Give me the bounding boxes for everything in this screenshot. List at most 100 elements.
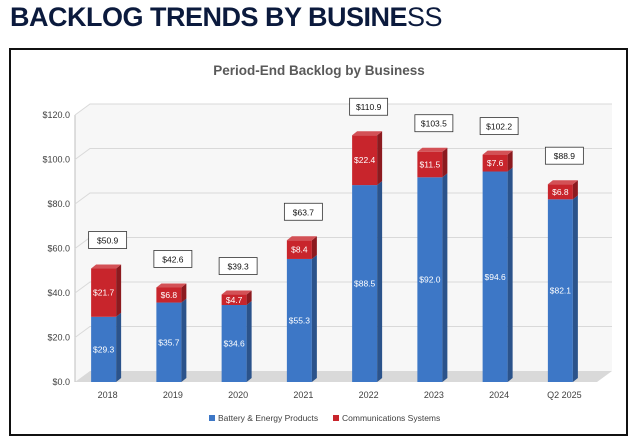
gridline bbox=[74, 103, 612, 116]
bar-segment-side bbox=[181, 298, 187, 382]
y-tick-label: $100.0 bbox=[42, 155, 70, 165]
bar-value-label: $11.5 bbox=[420, 160, 441, 170]
bar-group: $94.6 $7.6 $102.2 2024 bbox=[479, 117, 519, 400]
total-label: $88.9 bbox=[554, 151, 576, 161]
bar-group: $82.1 $6.8 $88.9 Q2 2025 bbox=[544, 146, 584, 400]
x-tick-label: Q2 2025 bbox=[547, 390, 582, 400]
bar-group: $29.3 $21.7 $50.9 2018 bbox=[88, 231, 128, 400]
bar-value-label: $94.6 bbox=[484, 272, 506, 282]
bar-segment-side bbox=[246, 301, 252, 382]
bar-top-face bbox=[221, 290, 252, 295]
x-tick-label: 2020 bbox=[228, 390, 248, 400]
bar-value-label: $29.3 bbox=[93, 344, 115, 354]
total-label: $102.2 bbox=[486, 122, 512, 132]
bar-top-face bbox=[482, 150, 513, 155]
bar-top-face bbox=[352, 131, 383, 136]
bar-segment-side bbox=[507, 150, 513, 172]
bar-group: $34.6 $4.7 $39.3 2020 bbox=[218, 257, 258, 400]
bar-segment-side bbox=[507, 167, 513, 382]
total-label-box bbox=[153, 250, 193, 268]
total-label-box bbox=[218, 257, 258, 275]
y-tick-label: $80.0 bbox=[47, 199, 70, 209]
bar-value-label: $6.8 bbox=[161, 290, 178, 300]
total-label-box bbox=[88, 231, 128, 249]
bar-group: $92.0 $11.5 $103.5 2023 bbox=[414, 114, 454, 400]
total-label-box bbox=[479, 117, 519, 136]
total-label-box bbox=[283, 202, 323, 221]
bar-segment-front bbox=[352, 185, 378, 382]
total-label: $103.5 bbox=[421, 119, 447, 129]
total-label: $63.7 bbox=[293, 207, 315, 217]
chart-frame: Period-End Backlog by Business $0.0 $20.0… bbox=[9, 48, 628, 436]
bar-segment-front bbox=[286, 258, 312, 382]
bar-segment-side bbox=[377, 131, 383, 186]
bar-segment-front bbox=[91, 268, 117, 317]
total-label: $39.3 bbox=[227, 262, 249, 272]
bar-segment-front bbox=[352, 135, 378, 186]
y-tick-label: $120.0 bbox=[42, 110, 70, 120]
chart-back-wall bbox=[75, 104, 612, 382]
bar-value-label: $21.7 bbox=[93, 288, 115, 298]
bars-layer: $29.3 $21.7 $50.9 2018 $35.7 $6.8 $42.6 2019 $34… bbox=[88, 97, 584, 400]
bar-value-label: $88.5 bbox=[354, 279, 376, 289]
bar-value-label: $4.7 bbox=[226, 295, 243, 305]
page-title-main: BACKLOG TRENDS BY BUSINE bbox=[10, 2, 408, 32]
bar-segment-front bbox=[547, 184, 573, 200]
bar-top-face bbox=[547, 180, 578, 185]
y-tick-label: $20.0 bbox=[47, 333, 70, 343]
bar-value-label: $8.4 bbox=[291, 245, 308, 255]
bar-segment-front bbox=[221, 305, 247, 382]
bar-group: $35.7 $6.8 $42.6 2019 bbox=[153, 250, 193, 400]
page-title: BACKLOG TRENDS BY BUSINESS bbox=[10, 2, 443, 33]
total-label: $50.9 bbox=[97, 236, 119, 246]
bar-segment-side bbox=[116, 264, 122, 317]
bar-top-face bbox=[156, 283, 187, 288]
bar-segment-front bbox=[417, 151, 443, 178]
bar-segment-side bbox=[311, 254, 317, 382]
bar-top-face bbox=[417, 147, 448, 152]
bar-value-label: $55.3 bbox=[289, 315, 311, 325]
bar-segment-side bbox=[572, 195, 578, 382]
bar-segment-side bbox=[246, 290, 252, 306]
y-tick-label: $0.0 bbox=[52, 377, 70, 387]
x-tick-label: 2021 bbox=[293, 390, 313, 400]
total-label-box bbox=[414, 114, 454, 133]
page-title-tail: SS bbox=[407, 2, 443, 32]
total-label-box bbox=[544, 146, 584, 165]
chart-floor bbox=[75, 371, 612, 382]
bar-value-label: $92.0 bbox=[419, 275, 441, 285]
bar-segment-side bbox=[377, 181, 383, 382]
bar-segment-front bbox=[91, 316, 117, 382]
legend: Battery & Energy Products Communications… bbox=[209, 413, 440, 423]
chart-title: Period-End Backlog by Business bbox=[213, 63, 425, 78]
y-tick-label: $40.0 bbox=[47, 288, 70, 298]
x-tick-label: 2019 bbox=[163, 390, 183, 400]
legend-swatch-communications bbox=[333, 415, 339, 421]
bar-value-label: $34.6 bbox=[223, 339, 245, 349]
backlog-chart: Period-End Backlog by Business $0.0 $20.0… bbox=[42, 63, 612, 423]
bar-value-label: $82.1 bbox=[550, 286, 572, 296]
legend-label-battery: Battery & Energy Products bbox=[218, 413, 318, 423]
x-tick-label: 2024 bbox=[489, 390, 509, 400]
bar-segment-side bbox=[572, 180, 578, 200]
total-label-box bbox=[349, 97, 389, 116]
bar-segment-side bbox=[181, 283, 187, 303]
bar-segment-side bbox=[442, 173, 448, 382]
bar-top-face bbox=[91, 264, 122, 269]
bar-value-label: $35.7 bbox=[158, 337, 180, 347]
legend-swatch-battery bbox=[209, 415, 215, 421]
y-tick-label: $60.0 bbox=[47, 244, 70, 254]
total-label: $110.9 bbox=[356, 102, 382, 112]
bar-segment-side bbox=[442, 147, 448, 178]
bar-group: $88.5 $22.4 $110.9 2022 bbox=[349, 97, 389, 400]
x-tick-label: 2018 bbox=[98, 390, 118, 400]
bar-segment-front bbox=[482, 154, 508, 172]
total-label: $42.6 bbox=[162, 254, 184, 264]
bar-segment-side bbox=[116, 312, 122, 382]
bar-value-label: $6.8 bbox=[552, 187, 569, 197]
bar-segment-front bbox=[417, 177, 443, 382]
bar-value-label: $22.4 bbox=[354, 155, 376, 165]
x-tick-label: 2022 bbox=[359, 390, 379, 400]
bar-top-face bbox=[286, 236, 317, 241]
bar-segment-front bbox=[286, 240, 312, 259]
